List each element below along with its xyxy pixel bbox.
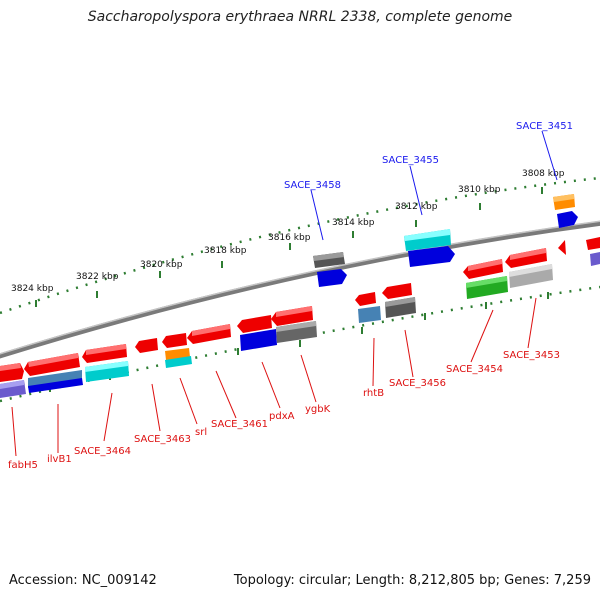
gene-feature-blue [557, 211, 578, 228]
kbp-label: 3814 kbp [332, 218, 375, 228]
gene-feature-blue [240, 329, 277, 351]
kbp-label: 3810 kbp [458, 185, 501, 195]
gene-label: SACE_3454 [446, 364, 503, 375]
topology-text: Topology: circular; Length: 8,212,805 bp… [233, 573, 591, 588]
genome-map: 3824 kbp 3822 kbp 3820 kbp 3818 kbp 3816… [0, 121, 600, 471]
kbp-label: 3822 kbp [76, 272, 119, 282]
gene-feature-red [355, 292, 376, 306]
gene-feature-red [586, 237, 600, 250]
gene-feature-blue [317, 269, 347, 287]
gene-label: SACE_3458 [284, 180, 341, 191]
gene-label: fabH5 [8, 460, 38, 471]
gene-feature-red [162, 333, 187, 348]
gene-label: SACE_3455 [382, 155, 439, 166]
gene-label: rhtB [363, 388, 384, 399]
gene-label: SACE_3464 [74, 446, 131, 457]
outer-genes [313, 194, 600, 287]
kbp-label: 3808 kbp [522, 169, 565, 179]
gene-label: ilvB1 [47, 454, 72, 465]
gene-label: SACE_3451 [516, 121, 573, 132]
inner-major-ticks [49, 292, 549, 392]
accession-text: Accession: NC_009142 [9, 573, 157, 588]
kbp-label: 3820 kbp [140, 260, 183, 270]
gene-feature-red [135, 338, 158, 353]
outer-major-ticks [35, 187, 543, 307]
bottom-gene-labels: fabH5 ilvB1 SACE_3464 SACE_3463 srl SACE… [8, 350, 560, 471]
gene-feature-blue [408, 246, 455, 267]
top-gene-labels: SACE_3458 SACE_3455 SACE_3451 [284, 121, 573, 191]
bottom-leader-lines [11, 297, 537, 457]
kbp-label: 3816 kbp [268, 233, 311, 243]
gene-label: srl [195, 427, 207, 438]
gene-label: SACE_3463 [134, 434, 191, 445]
gene-feature-red [237, 315, 272, 333]
gene-label: SACE_3456 [389, 378, 446, 389]
gene-feature-purple [590, 252, 600, 266]
gene-label: ygbK [305, 404, 331, 415]
map-title: Saccharopolyspora erythraea NRRL 2338, c… [87, 9, 513, 25]
gene-feature-red [558, 240, 566, 255]
kbp-label: 3818 kbp [204, 246, 247, 256]
gene-label: SACE_3453 [503, 350, 560, 361]
gene-label: pdxA [269, 411, 295, 422]
top-leader-lines [310, 130, 558, 241]
gene-label: SACE_3461 [211, 419, 268, 430]
gene-feature-red [382, 283, 412, 299]
genome-backbone [0, 220, 600, 359]
kbp-label: 3824 kbp [11, 284, 54, 294]
gene-feature-orange [165, 348, 190, 360]
gene-feature-steelblue [28, 370, 82, 388]
gene-feature-cyan [165, 356, 192, 368]
inner-genes [0, 248, 553, 398]
kbp-label: 3812 kbp [395, 202, 438, 212]
gene-feature-blue [28, 378, 83, 393]
outer-ruler [0, 176, 600, 315]
gene-feature-steelblue [358, 306, 381, 323]
